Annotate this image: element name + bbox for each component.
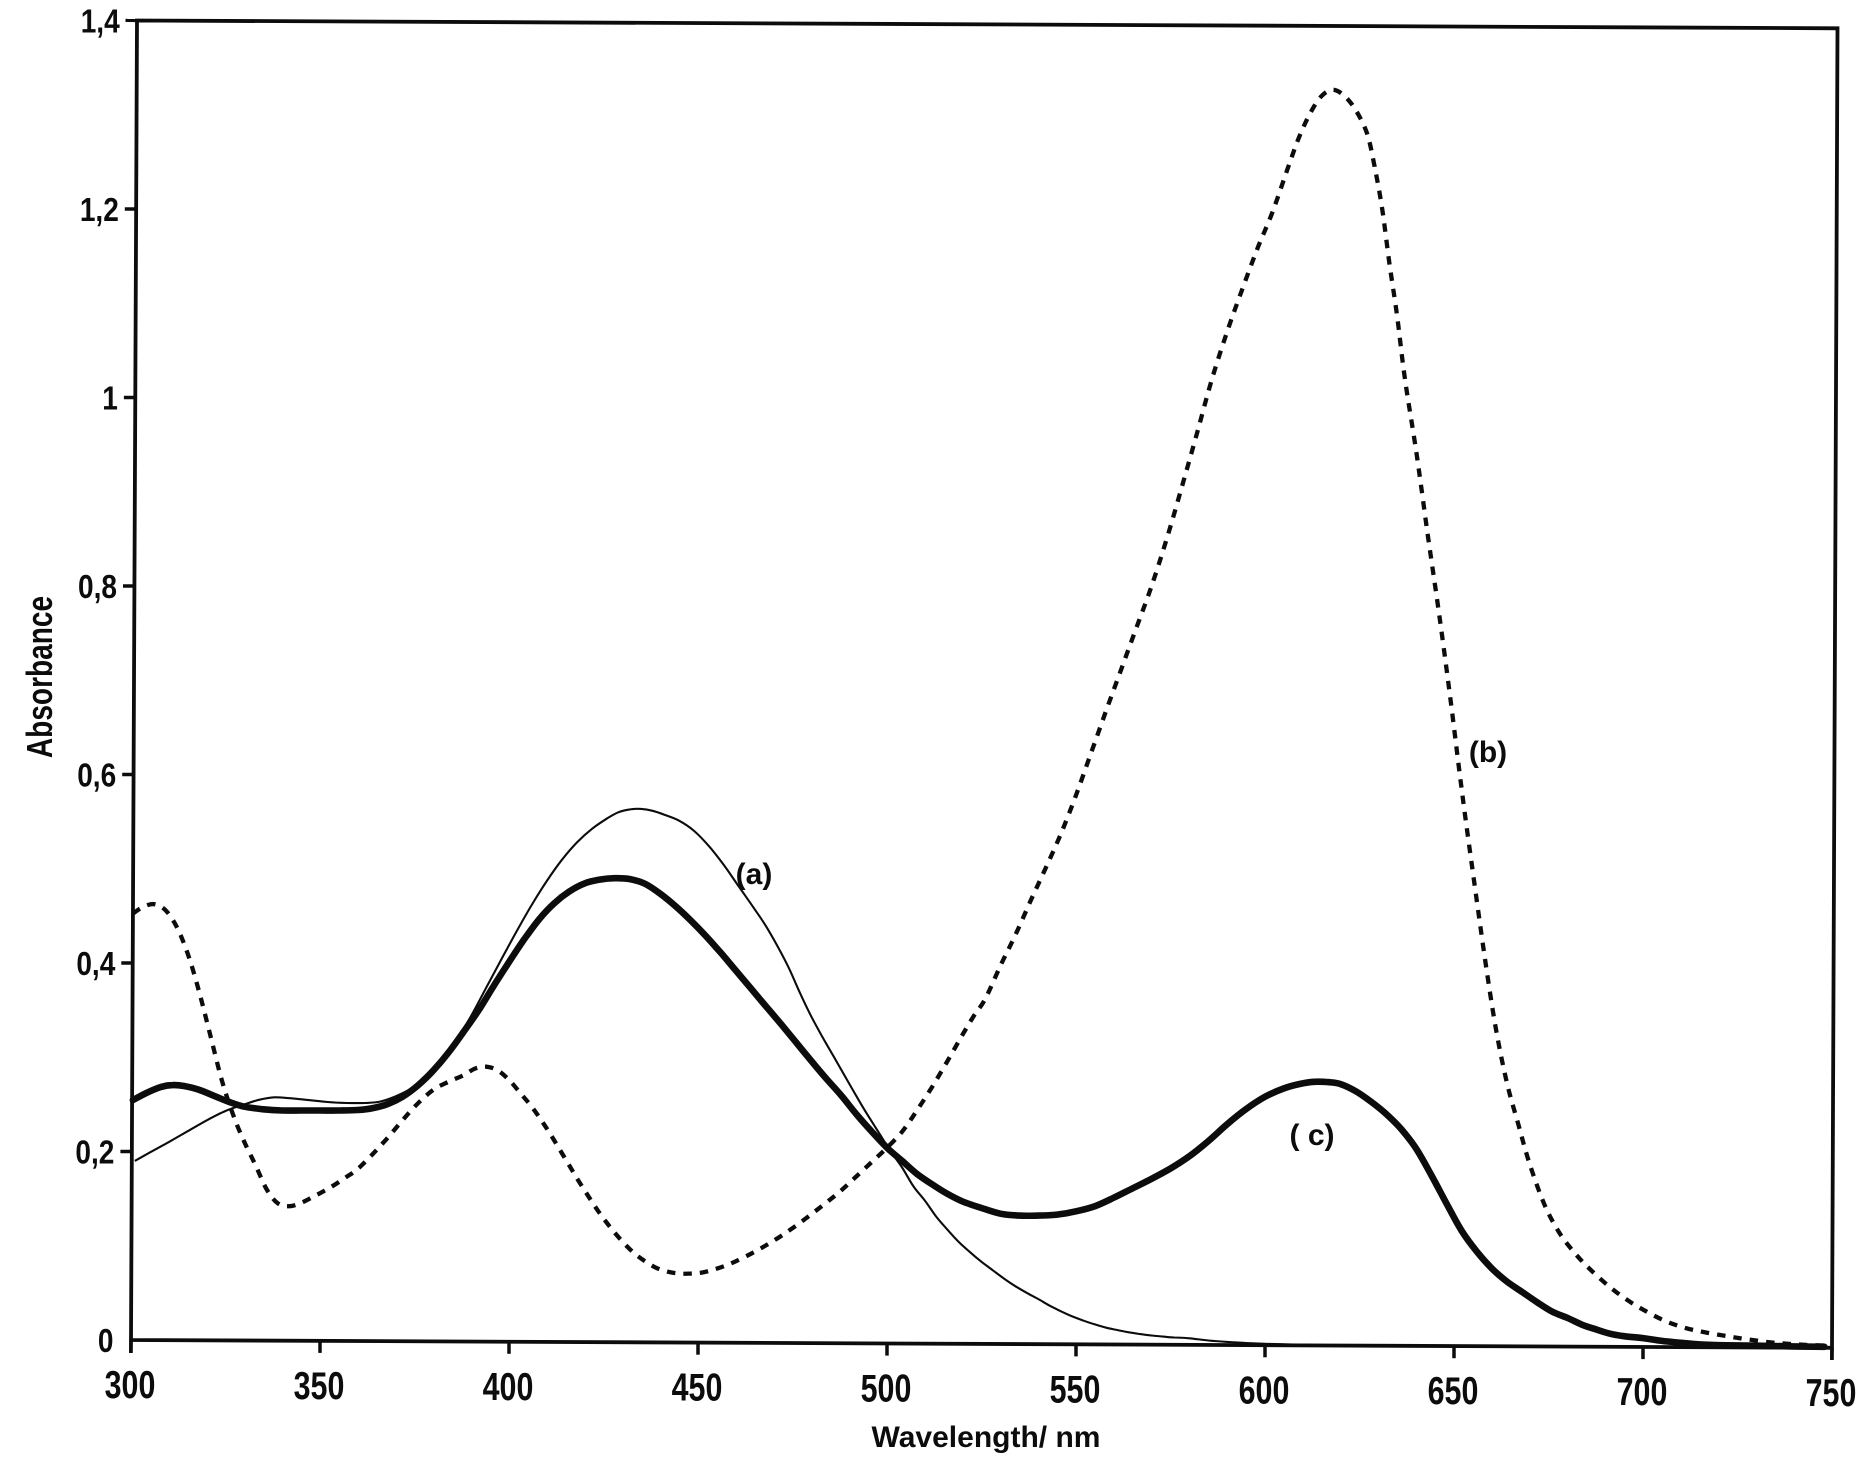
svg-text:500: 500 — [861, 1367, 912, 1410]
svg-text:300: 300 — [105, 1363, 156, 1406]
svg-text:350: 350 — [294, 1364, 345, 1407]
svg-text:1,4: 1,4 — [81, 3, 120, 40]
svg-text:600: 600 — [1239, 1369, 1290, 1412]
svg-text:550: 550 — [1050, 1368, 1101, 1411]
svg-text:750: 750 — [1806, 1371, 1856, 1414]
svg-text:700: 700 — [1617, 1371, 1668, 1414]
svg-text:650: 650 — [1428, 1370, 1479, 1413]
svg-text:450: 450 — [672, 1366, 723, 1409]
svg-text:Absorbance: Absorbance — [20, 596, 60, 758]
svg-text:0,2: 0,2 — [75, 1134, 114, 1171]
svg-text:0,6: 0,6 — [77, 757, 116, 794]
svg-text:0: 0 — [98, 1323, 114, 1360]
svg-text:( c): ( c) — [1290, 1119, 1335, 1152]
svg-text:1,2: 1,2 — [80, 192, 119, 229]
svg-text:0,4: 0,4 — [76, 946, 115, 983]
svg-text:0,8: 0,8 — [78, 569, 117, 606]
svg-text:1: 1 — [102, 380, 118, 417]
svg-text:(a): (a) — [736, 858, 773, 891]
svg-text:400: 400 — [483, 1365, 534, 1408]
svg-text:(b): (b) — [1469, 736, 1507, 769]
svg-text:Wavelength/ nm: Wavelength/ nm — [872, 1421, 1101, 1454]
